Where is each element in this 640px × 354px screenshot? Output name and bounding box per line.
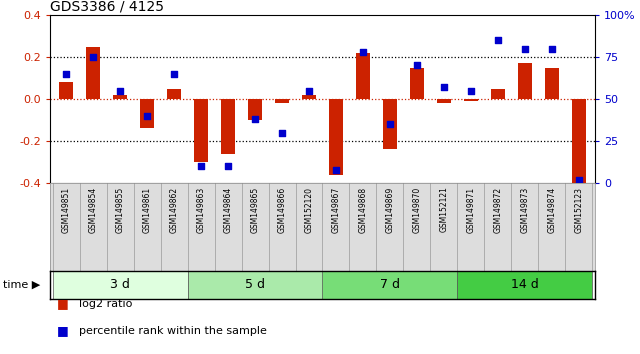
Text: GSM149865: GSM149865: [250, 187, 260, 233]
Point: [304, 88, 314, 93]
Text: GSM149861: GSM149861: [143, 187, 152, 233]
Point: [412, 63, 422, 68]
Bar: [545, 68, 559, 99]
Point: [520, 46, 530, 51]
Point: [466, 88, 476, 93]
Bar: [302, 95, 316, 99]
Text: GSM149874: GSM149874: [547, 187, 556, 233]
Point: [547, 46, 557, 51]
Text: GSM149866: GSM149866: [278, 187, 287, 233]
Text: GSM149872: GSM149872: [493, 187, 502, 233]
Point: [88, 54, 99, 60]
Text: GSM152123: GSM152123: [574, 187, 583, 233]
Text: GSM149862: GSM149862: [170, 187, 179, 233]
Point: [250, 116, 260, 122]
Bar: [195, 99, 208, 162]
Text: GSM149863: GSM149863: [196, 187, 205, 233]
Text: GSM149873: GSM149873: [520, 187, 529, 233]
Bar: [410, 68, 424, 99]
Bar: [491, 88, 504, 99]
Text: GDS3386 / 4125: GDS3386 / 4125: [50, 0, 164, 14]
Point: [385, 121, 395, 127]
Point: [142, 113, 152, 119]
Point: [277, 130, 287, 136]
Bar: [168, 88, 181, 99]
Text: log2 ratio: log2 ratio: [79, 299, 132, 309]
Text: GSM152120: GSM152120: [305, 187, 314, 233]
Point: [196, 163, 206, 169]
Text: time ▶: time ▶: [3, 280, 40, 290]
Bar: [113, 95, 127, 99]
Point: [115, 88, 125, 93]
Text: GSM149867: GSM149867: [332, 187, 340, 233]
Bar: [464, 99, 477, 101]
Text: 3 d: 3 d: [110, 279, 130, 291]
Text: GSM152121: GSM152121: [440, 187, 449, 232]
Point: [61, 71, 71, 76]
Text: GSM149871: GSM149871: [467, 187, 476, 233]
Text: GSM149855: GSM149855: [116, 187, 125, 233]
Bar: [383, 99, 397, 149]
Bar: [221, 99, 235, 154]
Bar: [60, 82, 73, 99]
Text: GSM149851: GSM149851: [61, 187, 70, 233]
Text: GSM149868: GSM149868: [358, 187, 367, 233]
Point: [169, 71, 179, 76]
Text: GSM149854: GSM149854: [89, 187, 98, 233]
Point: [573, 177, 584, 182]
Bar: [86, 46, 100, 99]
Bar: [323, 271, 458, 299]
Point: [493, 38, 503, 43]
Bar: [518, 63, 532, 99]
Text: 7 d: 7 d: [380, 279, 400, 291]
Text: GSM149869: GSM149869: [385, 187, 394, 233]
Bar: [275, 99, 289, 103]
Bar: [248, 99, 262, 120]
Text: percentile rank within the sample: percentile rank within the sample: [79, 326, 267, 336]
Text: GSM149870: GSM149870: [412, 187, 421, 233]
Bar: [437, 99, 451, 103]
Point: [439, 84, 449, 90]
Text: 14 d: 14 d: [511, 279, 539, 291]
Bar: [52, 271, 188, 299]
Point: [223, 163, 233, 169]
Bar: [329, 99, 343, 175]
Point: [358, 49, 368, 55]
Bar: [572, 99, 586, 189]
Bar: [188, 271, 323, 299]
Bar: [140, 99, 154, 129]
Point: [331, 167, 341, 172]
Bar: [356, 53, 370, 99]
Text: ■: ■: [56, 297, 68, 310]
Text: GSM149864: GSM149864: [223, 187, 232, 233]
Text: 5 d: 5 d: [245, 279, 265, 291]
Text: ■: ■: [56, 324, 68, 337]
Bar: [458, 271, 592, 299]
